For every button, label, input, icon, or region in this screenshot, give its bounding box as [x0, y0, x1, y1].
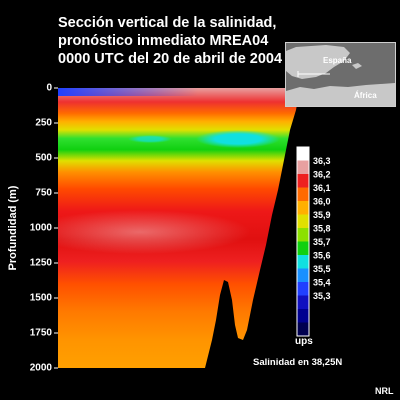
- title-line-1: Sección vertical de la salinidad,: [58, 15, 277, 31]
- seafloor-bathymetry: [205, 88, 308, 368]
- y-axis-label: Profundidad (m): [7, 185, 19, 271]
- colorbar-tick-label: 35,7: [313, 237, 331, 247]
- colorbar-swatch: [297, 241, 309, 256]
- y-tick-label: 1750: [29, 327, 52, 339]
- colorbar-tick-label: 35,5: [313, 264, 331, 274]
- colorbar-swatch: [297, 228, 309, 242]
- colorbar-swatch: [297, 160, 309, 175]
- low-salinity-core: [196, 130, 280, 148]
- low-salinity-surface-layer: [58, 88, 198, 96]
- y-tick-label: 1000: [29, 222, 52, 234]
- colorbar-swatch: [297, 295, 309, 310]
- colorbar-tick-label: 36,0: [313, 197, 331, 207]
- colorbar-swatch: [297, 174, 309, 188]
- title-line-2: pronóstico inmediato MREA04: [58, 33, 269, 49]
- colorbar-tick-label: 35,4: [313, 278, 331, 288]
- colorbar-swatch: [297, 201, 309, 215]
- colorbar-tick-label: 35,9: [313, 210, 331, 220]
- north-africa-shape: [286, 83, 395, 106]
- colorbar-tick-label: 35,8: [313, 224, 331, 234]
- colorbar-swatch: [297, 282, 309, 296]
- balearic-islands-shape: [352, 63, 362, 69]
- iberian-peninsula-shape: [286, 45, 350, 79]
- max-salinity-core: [58, 210, 250, 254]
- y-tick-label: 500: [35, 152, 52, 164]
- colorbar-tick-label: 35,6: [313, 251, 331, 261]
- map-label-africa: África: [354, 91, 377, 100]
- locator-map: España África: [285, 42, 396, 107]
- colorbar-caption: Salinidad en 38,25N: [253, 357, 343, 368]
- title-line-3: 0000 UTC del 20 de abril de 2004: [58, 51, 283, 67]
- y-tick-label: 0: [46, 82, 52, 94]
- y-tick-label: 2000: [29, 362, 52, 374]
- colorbar-tick-label: 36,2: [313, 170, 331, 180]
- colorbar-swatch: [297, 214, 309, 229]
- colorbar-swatch: [297, 322, 309, 337]
- colorbar-tick-label: 36,1: [313, 183, 331, 193]
- colorbar-swatch: [297, 309, 309, 323]
- low-salinity-core-west: [128, 135, 172, 143]
- colorbar-swatch: [297, 147, 309, 161]
- y-tick-label: 250: [35, 117, 52, 129]
- colorbar-swatch: [297, 268, 309, 283]
- colorbar-border: [296, 146, 310, 337]
- y-tick-label: 1250: [29, 257, 52, 269]
- colorbar-tick-label: 36,3: [313, 156, 331, 166]
- colorbar-swatch: [297, 187, 309, 202]
- y-tick-label: 750: [35, 187, 52, 199]
- y-tick-label: 1500: [29, 292, 52, 304]
- colorbar-swatch: [297, 255, 309, 269]
- credit-label: NRL: [375, 386, 394, 396]
- map-label-spain: España: [323, 56, 352, 65]
- chart-title: Sección vertical de la salinidad, pronós…: [58, 14, 288, 68]
- colorbar-unit-label: ups: [295, 336, 313, 347]
- colorbar-tick-label: 35,3: [313, 291, 331, 301]
